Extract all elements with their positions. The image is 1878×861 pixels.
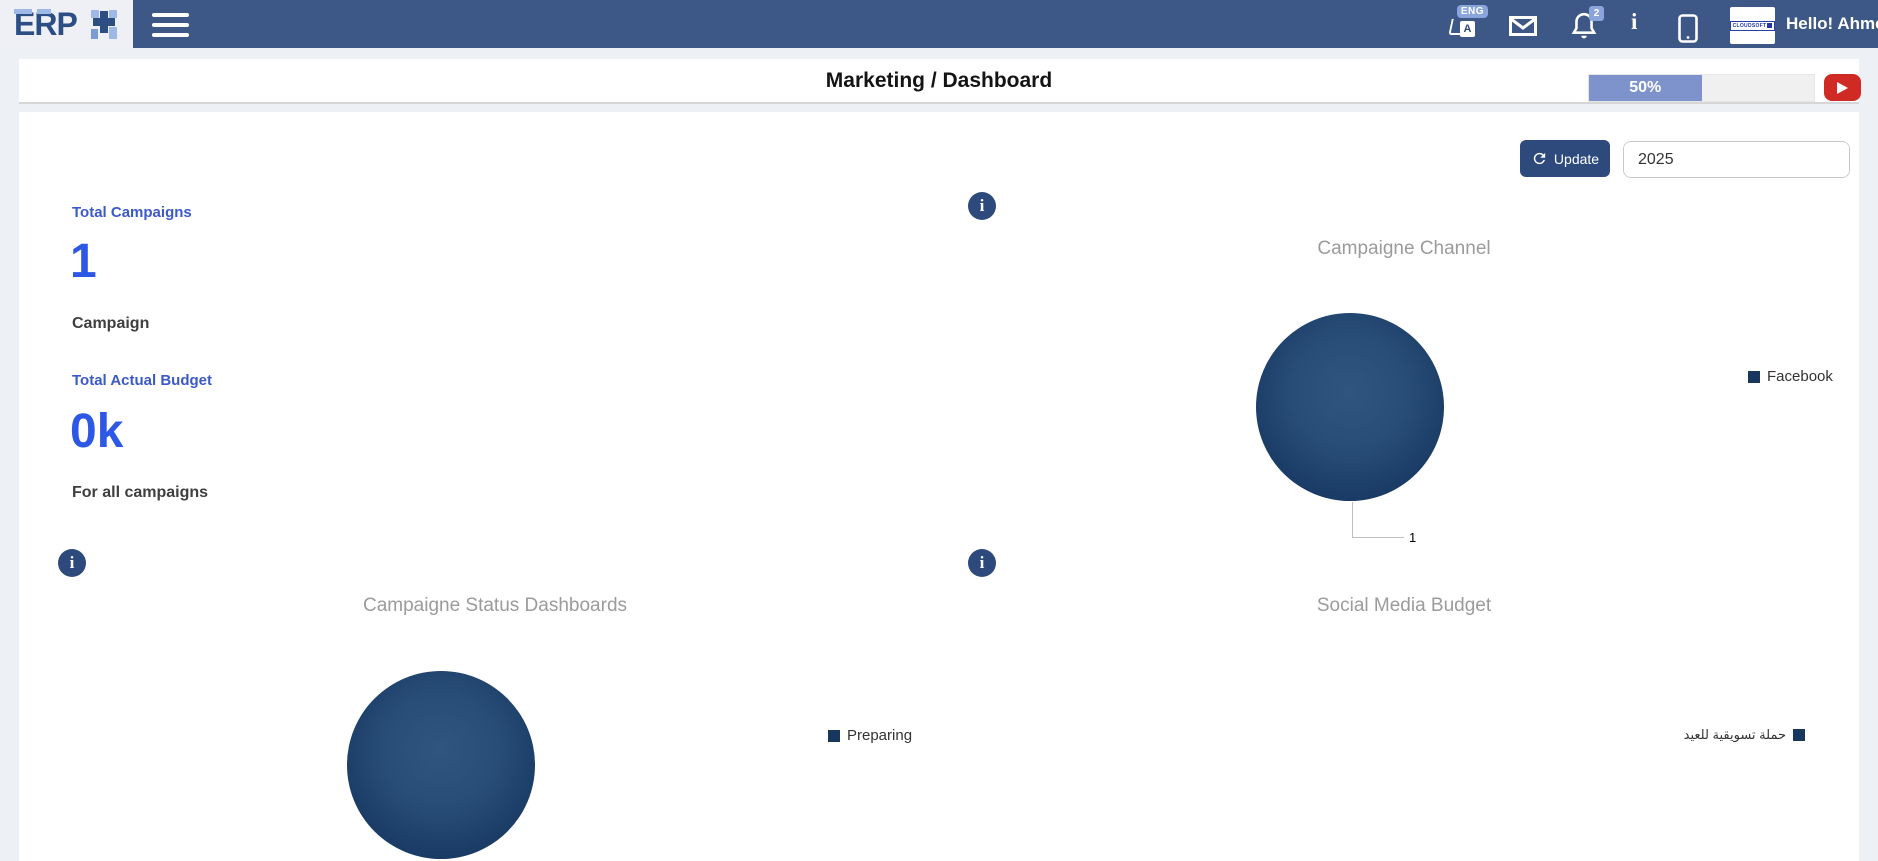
channel-point-label: 1: [1409, 530, 1417, 545]
user-greeting[interactable]: Hello! Ahmed: [1786, 14, 1878, 33]
notification-count-badge: 2: [1589, 6, 1604, 21]
main-content-panel: [19, 112, 1859, 861]
progress-label: 50%: [1629, 79, 1662, 96]
status-info-icon[interactable]: i: [58, 549, 86, 577]
progress-fill: 50%: [1589, 75, 1702, 101]
video-help-button[interactable]: [1824, 74, 1861, 101]
status-chart-title: Campaigne Status Dashboards: [362, 595, 628, 616]
total-campaigns-subtitle: Campaign: [72, 315, 150, 332]
legend-swatch-icon: [828, 729, 840, 742]
top-navbar: [0, 0, 1878, 48]
logo-container[interactable]: ERP: [0, 0, 133, 48]
social-legend-label: حملة تسويقية للعيد: [1683, 727, 1786, 742]
total-campaigns-value: 1: [70, 235, 97, 288]
bell-icon: [1571, 12, 1597, 39]
channel-callout-line-h: [1352, 537, 1404, 538]
channel-info-icon[interactable]: i: [968, 192, 996, 220]
language-switcher[interactable]: ENG A: [1446, 5, 1488, 45]
language-badge: ENG: [1456, 5, 1488, 18]
avatar-company-logo: CLOUDSOFT: [1729, 20, 1776, 31]
channel-callout-line-v: [1352, 502, 1353, 537]
social-legend-item[interactable]: حملة تسويقية للعيد: [1684, 727, 1805, 743]
social-info-icon[interactable]: i: [968, 549, 996, 577]
year-picker: [1623, 141, 1850, 178]
channel-pie-slice-facebook[interactable]: [1256, 313, 1444, 501]
info-glyph: i: [69, 553, 75, 572]
avatar-logo-text: CLOUDSOFT: [1732, 22, 1767, 29]
translate-letter: A: [1460, 21, 1475, 37]
user-avatar[interactable]: CLOUDSOFT: [1729, 7, 1776, 44]
total-budget-label: Total Actual Budget: [72, 372, 212, 389]
channel-legend-label: Facebook: [1767, 368, 1833, 385]
year-input[interactable]: [1624, 142, 1849, 177]
erp-logo-icon: ERP: [13, 6, 117, 42]
mobile-icon[interactable]: [1678, 14, 1698, 43]
legend-swatch-icon: [1793, 729, 1805, 741]
play-icon: [1837, 81, 1848, 94]
notifications-button[interactable]: 2: [1571, 6, 1605, 42]
refresh-icon: [1533, 152, 1546, 165]
total-campaigns-label: Total Campaigns: [72, 204, 192, 221]
page-title: Marketing / Dashboard: [825, 69, 1053, 92]
social-chart-title: Social Media Budget: [1316, 595, 1492, 616]
total-budget-subtitle: For all campaigns: [72, 484, 209, 501]
header-bar: Marketing / Dashboard 50%: [19, 59, 1861, 104]
total-budget-value: 0k: [70, 405, 124, 458]
status-legend-item[interactable]: Preparing: [828, 727, 912, 744]
progress-bar: 50%: [1588, 74, 1815, 102]
status-pie-slice-preparing[interactable]: [347, 671, 535, 859]
info-glyph: i: [979, 196, 985, 215]
update-button[interactable]: Update: [1520, 140, 1610, 177]
status-legend-label: Preparing: [847, 727, 913, 744]
info-glyph: i: [979, 553, 985, 572]
legend-swatch-icon: [1748, 370, 1760, 383]
update-button-label: Update: [1553, 150, 1600, 167]
channel-chart-title: Campaigne Channel: [1317, 238, 1491, 259]
info-icon[interactable]: i: [1631, 9, 1638, 34]
mail-icon[interactable]: [1509, 16, 1537, 36]
channel-legend-item[interactable]: Facebook: [1748, 368, 1833, 385]
hamburger-menu-icon[interactable]: [152, 13, 189, 43]
